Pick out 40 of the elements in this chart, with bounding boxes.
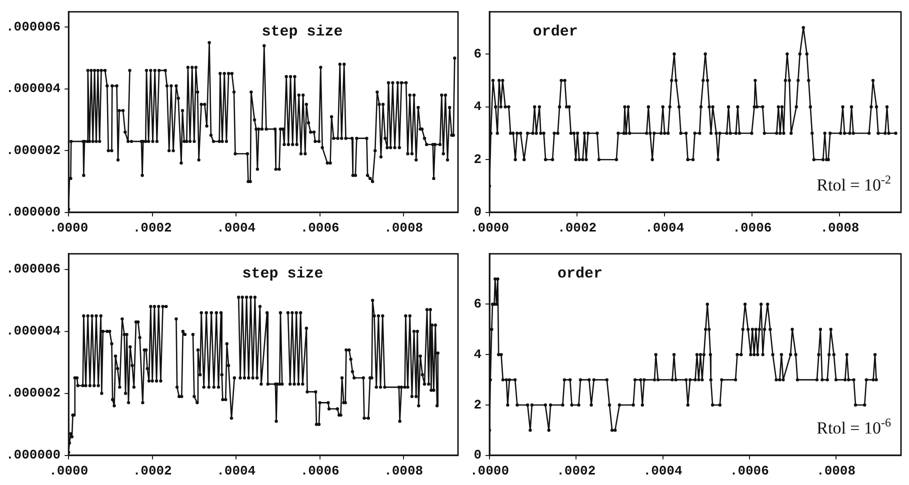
x-tick-label: .0004 bbox=[643, 463, 682, 478]
y-tick-label: .000000 bbox=[6, 448, 61, 463]
x-tick-label: .0006 bbox=[300, 463, 340, 478]
text: step size bbox=[262, 24, 343, 41]
y-tick-label: 2 bbox=[474, 397, 482, 412]
y-tick-label: 4 bbox=[474, 346, 482, 362]
y-tick-label: .000004 bbox=[6, 81, 61, 96]
x-tick-label: .0008 bbox=[820, 220, 860, 236]
x-tick-label: .0004 bbox=[645, 220, 684, 236]
text: order bbox=[532, 24, 578, 41]
x-tick-label: .0000 bbox=[49, 463, 88, 478]
y-tick-label: .000006 bbox=[6, 262, 61, 277]
x-tick-label: .0008 bbox=[384, 220, 424, 236]
y-tick-label: .000000 bbox=[6, 204, 61, 220]
x-tick-label: .0008 bbox=[816, 463, 856, 478]
y-tick-label: .000004 bbox=[6, 324, 61, 339]
y-tick-label: 0 bbox=[474, 448, 482, 463]
x-tick-label: .0000 bbox=[470, 220, 510, 236]
x-tick-label: .0008 bbox=[384, 463, 424, 478]
x-tick-label: .0004 bbox=[216, 220, 256, 236]
y-tick-label: 2 bbox=[474, 152, 482, 167]
y-tick-label: .000002 bbox=[6, 386, 61, 401]
x-tick-label: .0006 bbox=[732, 220, 772, 236]
text: order bbox=[558, 266, 603, 283]
x-tick-label: .0006 bbox=[300, 220, 340, 236]
x-tick-label: .0000 bbox=[49, 220, 88, 236]
y-tick-label: 0 bbox=[474, 204, 482, 220]
x-tick-label: .0002 bbox=[132, 220, 172, 236]
y-tick-label: 4 bbox=[474, 99, 482, 114]
y-tick-label: .000006 bbox=[6, 20, 61, 35]
x-tick-label: .0002 bbox=[558, 220, 597, 236]
x-tick-label: .0002 bbox=[556, 463, 596, 478]
y-tick-label: 6 bbox=[474, 46, 482, 62]
y-tick-label: .000002 bbox=[6, 142, 61, 158]
x-tick-label: .0000 bbox=[470, 463, 510, 478]
x-tick-label: .0002 bbox=[132, 463, 172, 478]
x-tick-label: .0006 bbox=[730, 463, 770, 478]
x-tick-label: .0004 bbox=[216, 463, 256, 478]
y-tick-label: 6 bbox=[474, 296, 482, 312]
text: step size bbox=[242, 266, 324, 283]
